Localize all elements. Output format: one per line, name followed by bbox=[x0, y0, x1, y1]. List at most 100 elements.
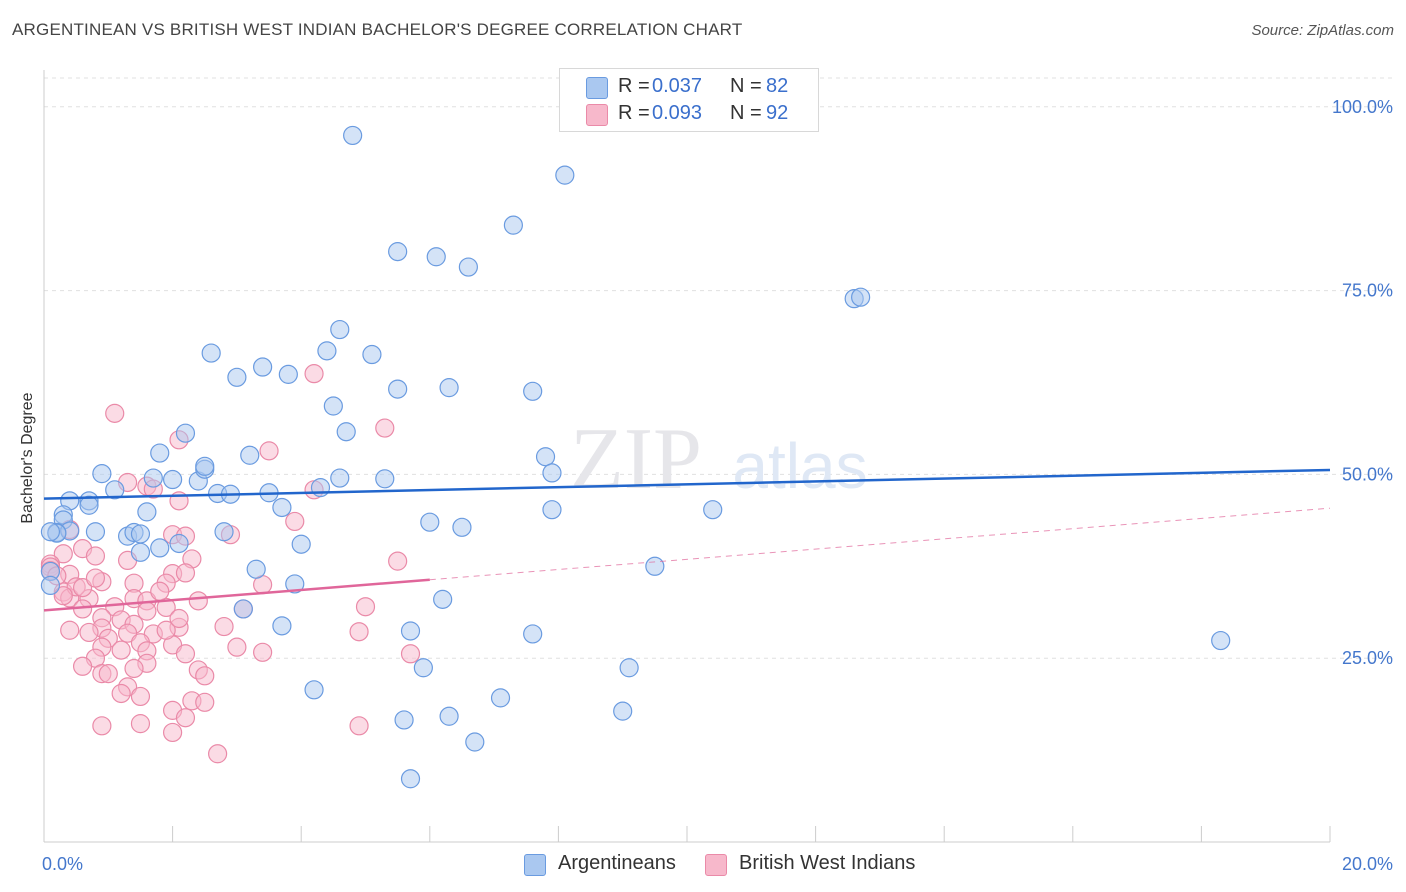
point-british-west-indians bbox=[227, 637, 247, 657]
point-british-west-indians bbox=[130, 714, 151, 734]
point-british-west-indians bbox=[355, 597, 376, 617]
point-british-west-indians bbox=[259, 441, 279, 461]
point-argentineans bbox=[240, 445, 260, 465]
watermark-zip: ZIP bbox=[570, 411, 702, 508]
point-argentineans bbox=[304, 680, 324, 700]
legend-n-value: 82 bbox=[766, 75, 789, 97]
point-argentineans bbox=[40, 522, 61, 542]
point-argentineans bbox=[40, 575, 61, 596]
trend-line-british-west-indians bbox=[43, 578, 430, 612]
point-argentineans bbox=[619, 658, 639, 678]
point-argentineans bbox=[201, 343, 221, 363]
point-british-west-indians bbox=[111, 683, 131, 704]
point-argentineans bbox=[645, 556, 665, 576]
point-argentineans bbox=[343, 125, 363, 146]
point-argentineans bbox=[452, 517, 472, 537]
legend-r-label: R = bbox=[618, 75, 650, 97]
point-argentineans bbox=[426, 247, 446, 267]
point-argentineans bbox=[362, 344, 382, 365]
point-argentineans bbox=[285, 574, 305, 594]
point-british-west-indians bbox=[53, 586, 73, 606]
point-argentineans bbox=[150, 443, 170, 463]
point-argentineans bbox=[310, 478, 331, 498]
point-british-west-indians bbox=[156, 597, 176, 618]
y-tick-label: 50.0% bbox=[1342, 464, 1393, 484]
point-argentineans bbox=[439, 378, 459, 398]
point-british-west-indians bbox=[124, 658, 144, 679]
point-british-west-indians bbox=[156, 620, 176, 640]
legend-r-value: 0.093 bbox=[652, 102, 703, 124]
legend-swatch-pink bbox=[586, 104, 608, 126]
point-argentineans bbox=[105, 480, 125, 500]
point-british-west-indians bbox=[111, 640, 131, 660]
point-british-west-indians bbox=[175, 563, 196, 583]
legend-label: Argentineans bbox=[558, 852, 676, 874]
correlation-legend: R = 0.037 N = 82 R = 0.093 N = 92 bbox=[559, 68, 819, 132]
legend-n-value: 92 bbox=[766, 102, 789, 124]
gridlines bbox=[44, 77, 1392, 659]
watermark-atlas: atlas bbox=[732, 430, 867, 502]
point-british-west-indians bbox=[98, 664, 118, 684]
point-british-west-indians bbox=[285, 511, 305, 532]
legend-label: British West Indians bbox=[739, 852, 916, 874]
point-british-west-indians bbox=[60, 620, 80, 640]
point-argentineans bbox=[291, 534, 311, 554]
point-argentineans bbox=[323, 396, 343, 416]
point-british-west-indians bbox=[304, 364, 324, 384]
point-argentineans bbox=[130, 524, 151, 544]
point-argentineans bbox=[420, 512, 440, 532]
point-argentineans bbox=[253, 357, 273, 377]
chart-title: ARGENTINEAN VS BRITISH WEST INDIAN BACHE… bbox=[12, 20, 743, 39]
point-british-west-indians bbox=[79, 622, 99, 643]
point-argentineans bbox=[413, 658, 433, 678]
point-argentineans bbox=[272, 616, 292, 636]
point-british-west-indians bbox=[208, 744, 228, 764]
point-argentineans bbox=[233, 599, 253, 619]
axes bbox=[43, 70, 1331, 843]
point-argentineans bbox=[330, 319, 350, 340]
point-argentineans bbox=[336, 422, 356, 442]
legend-r-value: 0.037 bbox=[652, 75, 703, 97]
point-british-west-indians bbox=[163, 722, 183, 743]
point-argentineans bbox=[137, 502, 157, 522]
tick-labels: 25.0% 50.0% 75.0% 100.0% 0.0% 20.0% bbox=[42, 97, 1393, 874]
trend-line-argentineans bbox=[43, 468, 1331, 500]
point-argentineans bbox=[613, 701, 633, 721]
point-argentineans bbox=[375, 469, 395, 489]
point-argentineans bbox=[523, 381, 543, 401]
point-british-west-indians bbox=[130, 686, 151, 707]
point-argentineans bbox=[92, 464, 112, 484]
point-argentineans bbox=[246, 559, 266, 579]
watermark: ZIP atlas bbox=[570, 411, 868, 508]
point-argentineans bbox=[79, 495, 99, 515]
point-british-west-indians bbox=[195, 666, 215, 686]
legend-swatch-blue bbox=[524, 854, 546, 876]
point-argentineans bbox=[503, 215, 523, 235]
point-british-west-indians bbox=[85, 568, 106, 588]
point-british-west-indians bbox=[175, 708, 196, 728]
point-argentineans bbox=[163, 469, 183, 490]
point-british-west-indians bbox=[214, 616, 234, 637]
point-argentineans bbox=[433, 589, 453, 609]
data-points bbox=[40, 125, 1231, 789]
x-tick-label-left: 0.0% bbox=[42, 854, 83, 874]
point-argentineans bbox=[851, 287, 871, 307]
point-argentineans bbox=[400, 769, 421, 789]
legend-swatch-blue bbox=[586, 77, 608, 99]
legend-swatch-pink bbox=[705, 854, 727, 876]
point-british-west-indians bbox=[175, 644, 196, 664]
point-argentineans bbox=[400, 621, 421, 641]
point-british-west-indians bbox=[195, 692, 215, 712]
point-argentineans bbox=[388, 242, 408, 262]
x-tick-label-right: 20.0% bbox=[1342, 854, 1393, 874]
point-argentineans bbox=[227, 367, 247, 387]
point-british-west-indians bbox=[400, 644, 421, 664]
point-british-west-indians bbox=[72, 578, 93, 598]
point-argentineans bbox=[195, 456, 215, 476]
point-british-west-indians bbox=[253, 642, 273, 662]
point-argentineans bbox=[465, 732, 485, 752]
point-argentineans bbox=[388, 379, 408, 399]
point-argentineans bbox=[317, 341, 337, 361]
point-argentineans bbox=[330, 468, 350, 488]
